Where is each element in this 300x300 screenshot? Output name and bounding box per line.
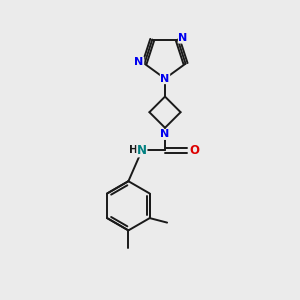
Text: H: H (129, 145, 138, 155)
Text: N: N (160, 129, 169, 140)
Text: N: N (134, 57, 144, 67)
Text: N: N (160, 74, 169, 84)
Text: O: O (189, 144, 199, 157)
Text: N: N (137, 144, 147, 157)
Text: N: N (178, 33, 188, 43)
